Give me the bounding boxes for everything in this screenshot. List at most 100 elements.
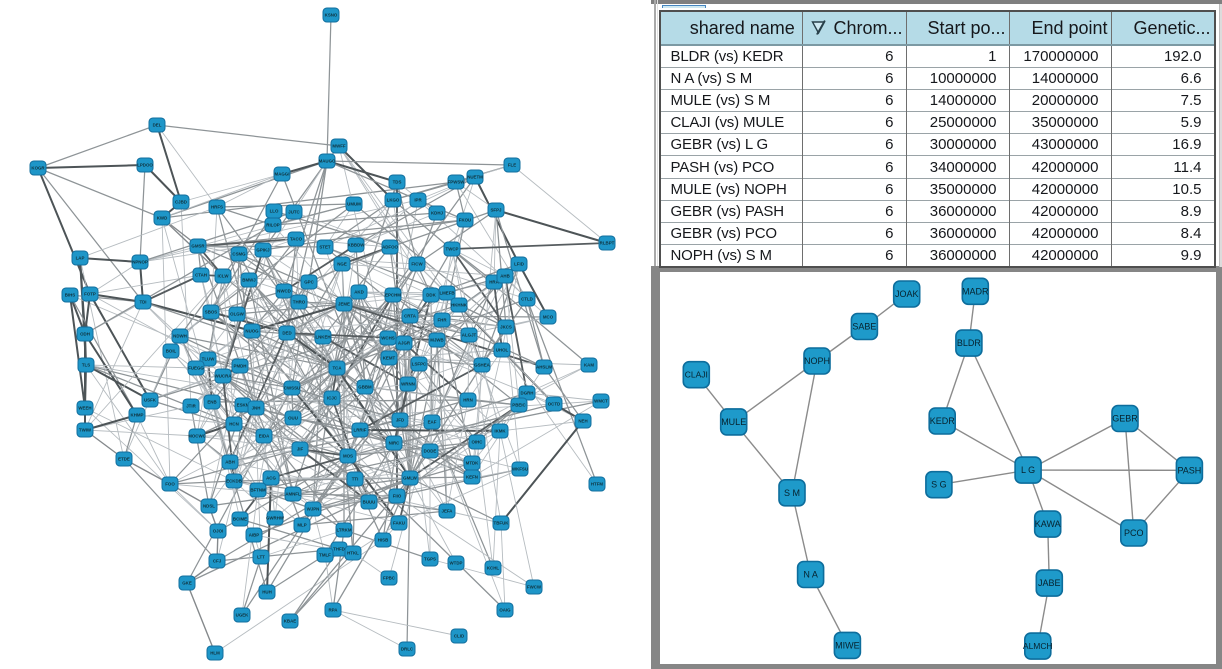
svg-text:JUTC: JUTC bbox=[288, 210, 300, 215]
svg-text:NDSL: NDSL bbox=[203, 504, 215, 509]
svg-text:KEDR: KEDR bbox=[930, 416, 956, 426]
svg-text:PASH: PASH bbox=[1177, 465, 1201, 475]
svg-text:LKGO: LKGO bbox=[387, 198, 400, 203]
svg-text:UGEK: UGEK bbox=[236, 613, 250, 618]
svg-text:USFK: USFK bbox=[144, 398, 157, 403]
svg-text:MCO: MCO bbox=[543, 315, 554, 320]
svg-text:ALGJT: ALGJT bbox=[462, 333, 477, 338]
svg-text:HRFS: HRFS bbox=[211, 205, 223, 210]
svg-text:OIHC: OIHC bbox=[472, 440, 484, 445]
svg-text:THFD: THFD bbox=[333, 547, 345, 552]
svg-text:EAF: EAF bbox=[428, 420, 437, 425]
svg-text:NUOG: NUOG bbox=[245, 329, 259, 334]
svg-text:GPIKJ: GPIKJ bbox=[256, 248, 270, 253]
svg-text:HKHNK: HKHNK bbox=[451, 303, 468, 308]
svg-text:ETDE: ETDE bbox=[118, 457, 130, 462]
svg-text:AHSLW: AHSLW bbox=[536, 365, 553, 370]
svg-text:GPC: GPC bbox=[304, 280, 314, 285]
svg-text:GMSR: GMSR bbox=[191, 244, 205, 249]
svg-text:GSHEA: GSHEA bbox=[474, 363, 490, 368]
svg-text:MWFF: MWFF bbox=[332, 144, 345, 149]
svg-text:LRRIF: LRRIF bbox=[354, 428, 367, 433]
svg-text:JIF: JIF bbox=[297, 447, 304, 452]
svg-text:DEL: DEL bbox=[153, 123, 162, 128]
svg-text:BFTNM: BFTNM bbox=[250, 488, 266, 493]
svg-text:TMLF: TMLF bbox=[319, 553, 331, 558]
svg-text:TWCP: TWCP bbox=[446, 247, 459, 252]
svg-text:CTAH: CTAH bbox=[195, 273, 207, 278]
svg-text:LLO: LLO bbox=[270, 209, 279, 214]
svg-text:ICLW: ICLW bbox=[218, 274, 230, 279]
svg-text:LSFPC: LSFPC bbox=[412, 362, 427, 367]
svg-text:KHMP: KHMP bbox=[131, 413, 144, 418]
svg-text:MULE: MULE bbox=[721, 416, 746, 426]
svg-text:PCO: PCO bbox=[1124, 528, 1144, 538]
svg-text:BMWJ: BMWJ bbox=[242, 278, 256, 283]
svg-text:CLID: CLID bbox=[454, 634, 464, 639]
svg-text:ADFOO: ADFOO bbox=[382, 245, 398, 250]
svg-text:NIRC: NIRC bbox=[389, 441, 401, 446]
svg-text:KEMT: KEMT bbox=[383, 356, 396, 361]
svg-text:AJGR: AJGR bbox=[398, 341, 411, 346]
svg-text:TDS: TDS bbox=[393, 180, 402, 185]
svg-text:DODE: DODE bbox=[424, 449, 437, 454]
svg-text:MOS: MOS bbox=[343, 454, 353, 459]
svg-text:TBFUK: TBFUK bbox=[494, 521, 510, 526]
svg-text:OCTD: OCTD bbox=[548, 402, 560, 407]
svg-text:LTT: LTT bbox=[257, 555, 265, 560]
svg-text:AIBP: AIBP bbox=[249, 533, 260, 538]
svg-text:OLGW: OLGW bbox=[230, 312, 245, 317]
svg-text:KBBDW: KBBDW bbox=[348, 243, 366, 248]
svg-text:TACO: TACO bbox=[290, 237, 303, 242]
svg-text:LTRKM: LTRKM bbox=[336, 528, 351, 533]
svg-text:KAM: KAM bbox=[584, 363, 594, 368]
svg-text:WJPN: WJPN bbox=[307, 507, 320, 512]
svg-text:BLDR: BLDR bbox=[957, 338, 982, 348]
svg-text:KDHJ: KDHJ bbox=[431, 211, 444, 216]
svg-text:HRA: HRA bbox=[489, 280, 499, 285]
svg-text:FIIO: FIIO bbox=[393, 494, 402, 499]
svg-text:NOPH: NOPH bbox=[804, 356, 830, 366]
svg-text:FPBC: FPBC bbox=[383, 576, 396, 581]
svg-text:OAIG: OAIG bbox=[499, 608, 511, 613]
svg-text:THRO: THRO bbox=[293, 300, 306, 305]
svg-text:S G: S G bbox=[931, 479, 947, 489]
svg-text:JEFA: JEFA bbox=[442, 509, 454, 514]
svg-text:L G: L G bbox=[1021, 465, 1035, 475]
svg-text:FOTP: FOTP bbox=[84, 292, 96, 297]
svg-text:WMCT: WMCT bbox=[594, 399, 608, 404]
svg-text:HTKL: HTKL bbox=[347, 551, 359, 556]
svg-text:IPR: IPR bbox=[414, 198, 422, 203]
svg-text:KAWA: KAWA bbox=[1035, 519, 1061, 529]
svg-text:BIHS: BIHS bbox=[65, 293, 76, 298]
svg-text:JABE: JABE bbox=[1038, 578, 1061, 588]
svg-text:JOAK: JOAK bbox=[895, 289, 919, 299]
svg-text:GEBR: GEBR bbox=[1112, 413, 1138, 423]
svg-text:MTDK: MTDK bbox=[466, 461, 480, 466]
svg-text:HLM: HLM bbox=[210, 651, 220, 656]
svg-text:WUCRA: WUCRA bbox=[215, 374, 233, 379]
svg-text:CSMG: CSMG bbox=[232, 252, 246, 257]
svg-text:RPA: RPA bbox=[329, 608, 339, 613]
svg-text:ECKDB: ECKDB bbox=[226, 479, 242, 484]
svg-text:TWIW: TWIW bbox=[79, 428, 92, 433]
svg-text:TGPS: TGPS bbox=[424, 557, 436, 562]
svg-text:IKMK: IKMK bbox=[494, 429, 506, 434]
svg-text:MADR: MADR bbox=[962, 286, 989, 296]
svg-text:LFID: LFID bbox=[514, 262, 524, 267]
svg-text:DRLC: DRLC bbox=[401, 647, 414, 652]
svg-text:BUUU: BUUU bbox=[363, 500, 376, 505]
svg-text:LMEFB: LMEFB bbox=[439, 291, 454, 296]
svg-text:ALMCH: ALMCH bbox=[1023, 641, 1053, 651]
svg-text:SABE: SABE bbox=[852, 321, 876, 331]
svg-text:ICJC: ICJC bbox=[327, 396, 338, 401]
svg-text:UHOL: UHOL bbox=[496, 348, 509, 353]
svg-text:SBOS: SBOS bbox=[205, 310, 218, 315]
svg-text:S M: S M bbox=[784, 487, 800, 497]
svg-text:LNKEH: LNKEH bbox=[315, 335, 330, 340]
svg-text:ESKM: ESKM bbox=[237, 403, 250, 408]
svg-text:MAUGO: MAUGO bbox=[319, 159, 336, 164]
svg-text:FLE: FLE bbox=[508, 163, 516, 168]
svg-text:TLUW: TLUW bbox=[202, 357, 216, 362]
svg-text:DDK: DDK bbox=[426, 293, 436, 298]
